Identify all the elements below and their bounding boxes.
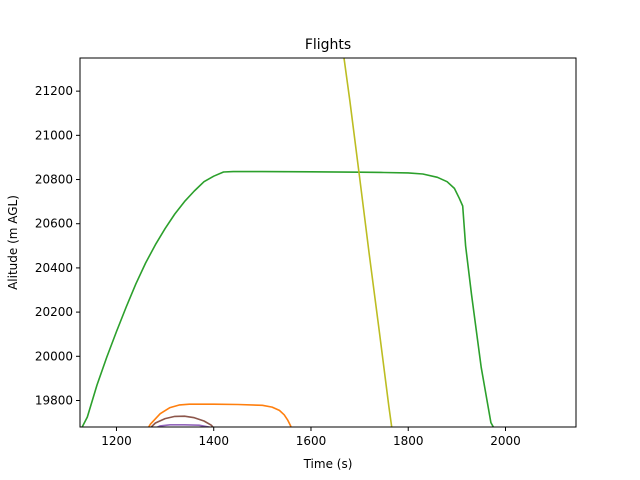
x-axis-label: Time (s) [303,457,353,471]
x-tick-label: 1200 [101,434,132,448]
x-tick-label: 1600 [296,434,327,448]
y-axis-label: Alitude (m AGL) [6,195,20,290]
y-tick-label: 21200 [35,84,73,98]
plot-frame [79,57,577,428]
x-tick-label: 2000 [490,434,521,448]
series-line-2 [343,58,393,427]
series-line-5 [155,423,212,427]
x-tick-label: 1400 [198,434,229,448]
y-tick-label: 20600 [35,217,73,231]
series-line-1 [81,170,495,427]
x-tick-label: 1800 [393,434,424,448]
series-line-4 [150,415,214,427]
y-tick-label: 20000 [35,349,73,363]
y-tick-label: 19800 [35,393,73,407]
y-tick-label: 20200 [35,305,73,319]
y-axis-ticks: 19800 20000 20200 20400 20600 20800 21000 21200 [35,84,80,407]
series-line-3 [147,403,292,427]
chart-title: Flights [305,37,351,53]
y-tick-label: 21000 [35,128,73,142]
series-layer [81,58,495,427]
y-tick-label: 20400 [35,261,73,275]
y-tick-label: 20800 [35,173,73,187]
x-axis-ticks: 1200 1400 1600 1800 2000 [101,427,521,448]
